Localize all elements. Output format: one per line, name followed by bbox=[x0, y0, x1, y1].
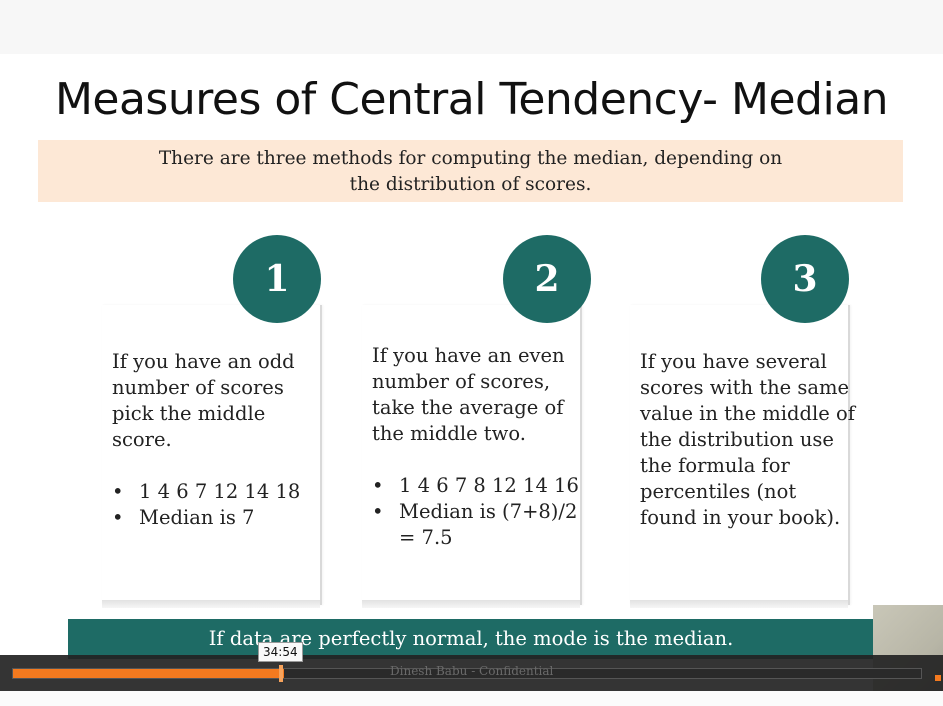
text-line: the middle two. bbox=[372, 422, 526, 445]
column-1-bullets: 1 4 6 7 12 14 18 Median is 7 bbox=[112, 479, 300, 531]
column-3-base bbox=[630, 600, 848, 608]
text-line: If you have several bbox=[640, 350, 827, 373]
column-1-base bbox=[102, 600, 320, 608]
text-line: number of scores, bbox=[372, 370, 551, 393]
bullet-item: 1 4 6 7 12 14 18 bbox=[112, 479, 300, 505]
text-line: score. bbox=[112, 428, 172, 451]
slide-title: Measures of Central Tendency- Median bbox=[54, 74, 889, 125]
text-line: the formula for bbox=[640, 454, 790, 477]
intro-line-1: There are three methods for computing th… bbox=[158, 148, 783, 169]
text-line: percentiles (not bbox=[640, 480, 797, 503]
bullet-item: Median is 7 bbox=[112, 505, 300, 531]
footer-banner: If data are perfectly normal, the mode i… bbox=[68, 619, 874, 659]
end-marker bbox=[935, 675, 941, 681]
bullet-item: 1 4 6 7 8 12 14 16 bbox=[372, 473, 579, 499]
text-line: the distribution use bbox=[640, 428, 834, 451]
column-1-text: If you have an odd number of scores pick… bbox=[112, 349, 295, 453]
text-line: value in the middle of bbox=[640, 402, 855, 425]
intro-line-2: the distribution of scores. bbox=[349, 174, 592, 195]
intro-box: There are three methods for computing th… bbox=[38, 140, 903, 202]
seek-time-tooltip: 34:54 bbox=[258, 642, 303, 662]
step-1-circle: 1 bbox=[233, 235, 321, 323]
column-3-text: If you have several scores with the same… bbox=[640, 349, 855, 531]
text-line: take the average of bbox=[372, 396, 564, 419]
text-line: If you have an odd bbox=[112, 350, 295, 373]
column-2 bbox=[362, 305, 582, 605]
top-bar bbox=[0, 0, 943, 54]
column-1 bbox=[102, 305, 322, 605]
step-2-circle: 2 bbox=[503, 235, 591, 323]
text-line: pick the middle bbox=[112, 402, 266, 425]
column-3 bbox=[630, 305, 850, 605]
text-line: found in your book). bbox=[640, 506, 841, 529]
bullet-item: Median is (7+8)/2 bbox=[372, 499, 579, 525]
text-line: If you have an even bbox=[372, 344, 565, 367]
video-player-bar: Dinesh Babu - Confidential bbox=[0, 655, 943, 691]
text-line: scores with the same bbox=[640, 376, 850, 399]
text-line: number of scores bbox=[112, 376, 284, 399]
seek-bar[interactable] bbox=[12, 668, 922, 679]
bullet-item: = 7.5 bbox=[399, 526, 453, 549]
page-bottom-strip bbox=[0, 691, 943, 706]
column-2-text: If you have an even number of scores, ta… bbox=[372, 343, 565, 447]
seek-handle[interactable] bbox=[279, 665, 283, 682]
column-2-base bbox=[362, 600, 580, 608]
watermark-text: Dinesh Babu - Confidential bbox=[390, 664, 554, 678]
column-2-bullets: 1 4 6 7 8 12 14 16 Median is (7+8)/2 = 7… bbox=[372, 473, 579, 551]
step-3-circle: 3 bbox=[761, 235, 849, 323]
seek-bar-progress bbox=[13, 669, 284, 678]
